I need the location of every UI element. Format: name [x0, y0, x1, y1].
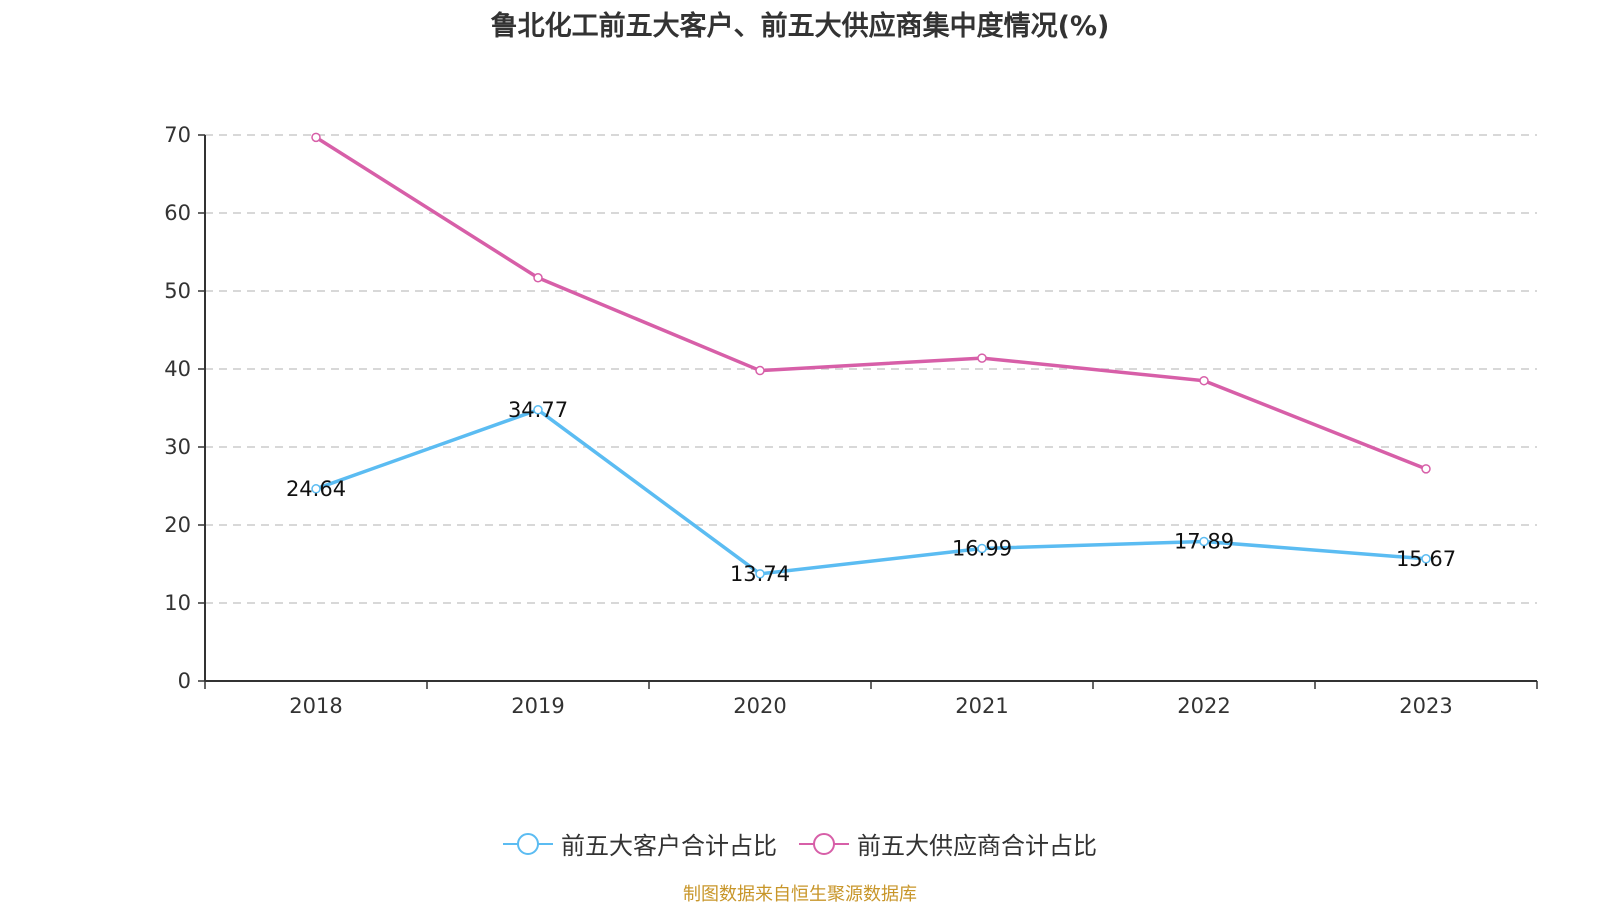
- y-tick-label: 60: [164, 201, 191, 225]
- x-tick-label: 2019: [511, 694, 564, 718]
- series-line-1: [315, 135, 1427, 471]
- data-point: [533, 405, 543, 415]
- x-tick-label: 2023: [1399, 694, 1452, 718]
- data-point: [1199, 375, 1209, 386]
- data-label: 16.99: [952, 536, 1012, 560]
- legend-marker-suppliers-icon: [799, 832, 849, 855]
- grid-lines: [205, 134, 1537, 604]
- y-tick-label: 50: [164, 279, 191, 303]
- chart-title: 鲁北化工前五大客户、前五大供应商集中度情况(%): [490, 11, 1110, 42]
- y-tick-label: 10: [164, 591, 191, 615]
- legend-label-suppliers: 前五大供应商合计占比: [857, 832, 1097, 860]
- y-tick-label: 40: [164, 357, 191, 381]
- source-footnote: 制图数据来自恒生聚源数据库: [683, 884, 917, 905]
- legend-item-customers[interactable]: 前五大客户合计占比: [503, 826, 777, 861]
- y-tick-label: 20: [164, 513, 191, 537]
- legend: 前五大客户合计占比 前五大供应商合计占比: [0, 826, 1600, 861]
- data-label: 13.74: [730, 562, 790, 586]
- x-tick-label: 2018: [289, 694, 342, 718]
- x-tick-label: 2021: [955, 694, 1008, 718]
- data-point: [311, 484, 321, 494]
- x-tick-label: 2020: [733, 694, 786, 718]
- legend-item-suppliers[interactable]: 前五大供应商合计占比: [799, 826, 1097, 861]
- legend-marker-customers-icon: [503, 832, 553, 855]
- y-tick-label: 0: [178, 669, 191, 693]
- data-label: 15.67: [1396, 547, 1456, 571]
- legend-label-customers: 前五大客户合计占比: [561, 832, 777, 860]
- series-line-0: [315, 408, 1427, 576]
- x-tick-label: 2022: [1177, 694, 1230, 718]
- data-point: [977, 543, 987, 554]
- data-point: [311, 132, 321, 143]
- data-label: 24.64: [286, 477, 346, 501]
- y-tick-label: 70: [164, 123, 191, 147]
- data-point: [1421, 554, 1431, 564]
- data-labels: 24.64 34.77 13.74 16.99 17.89 15.67: [286, 398, 1456, 586]
- data-label: 34.77: [508, 398, 568, 422]
- data-point: [1199, 536, 1209, 547]
- data-point: [533, 272, 543, 283]
- data-point: [755, 365, 765, 376]
- y-tick-label: 30: [164, 435, 191, 459]
- axes: 0 10 20 30 40 50 60 70 2018 2019 2020 2021 2022 2023: [164, 123, 1538, 718]
- data-point: [1421, 464, 1431, 474]
- data-point: [755, 569, 765, 579]
- series-group: [311, 132, 1431, 579]
- data-point: [977, 353, 987, 363]
- data-label: 17.89: [1174, 529, 1234, 553]
